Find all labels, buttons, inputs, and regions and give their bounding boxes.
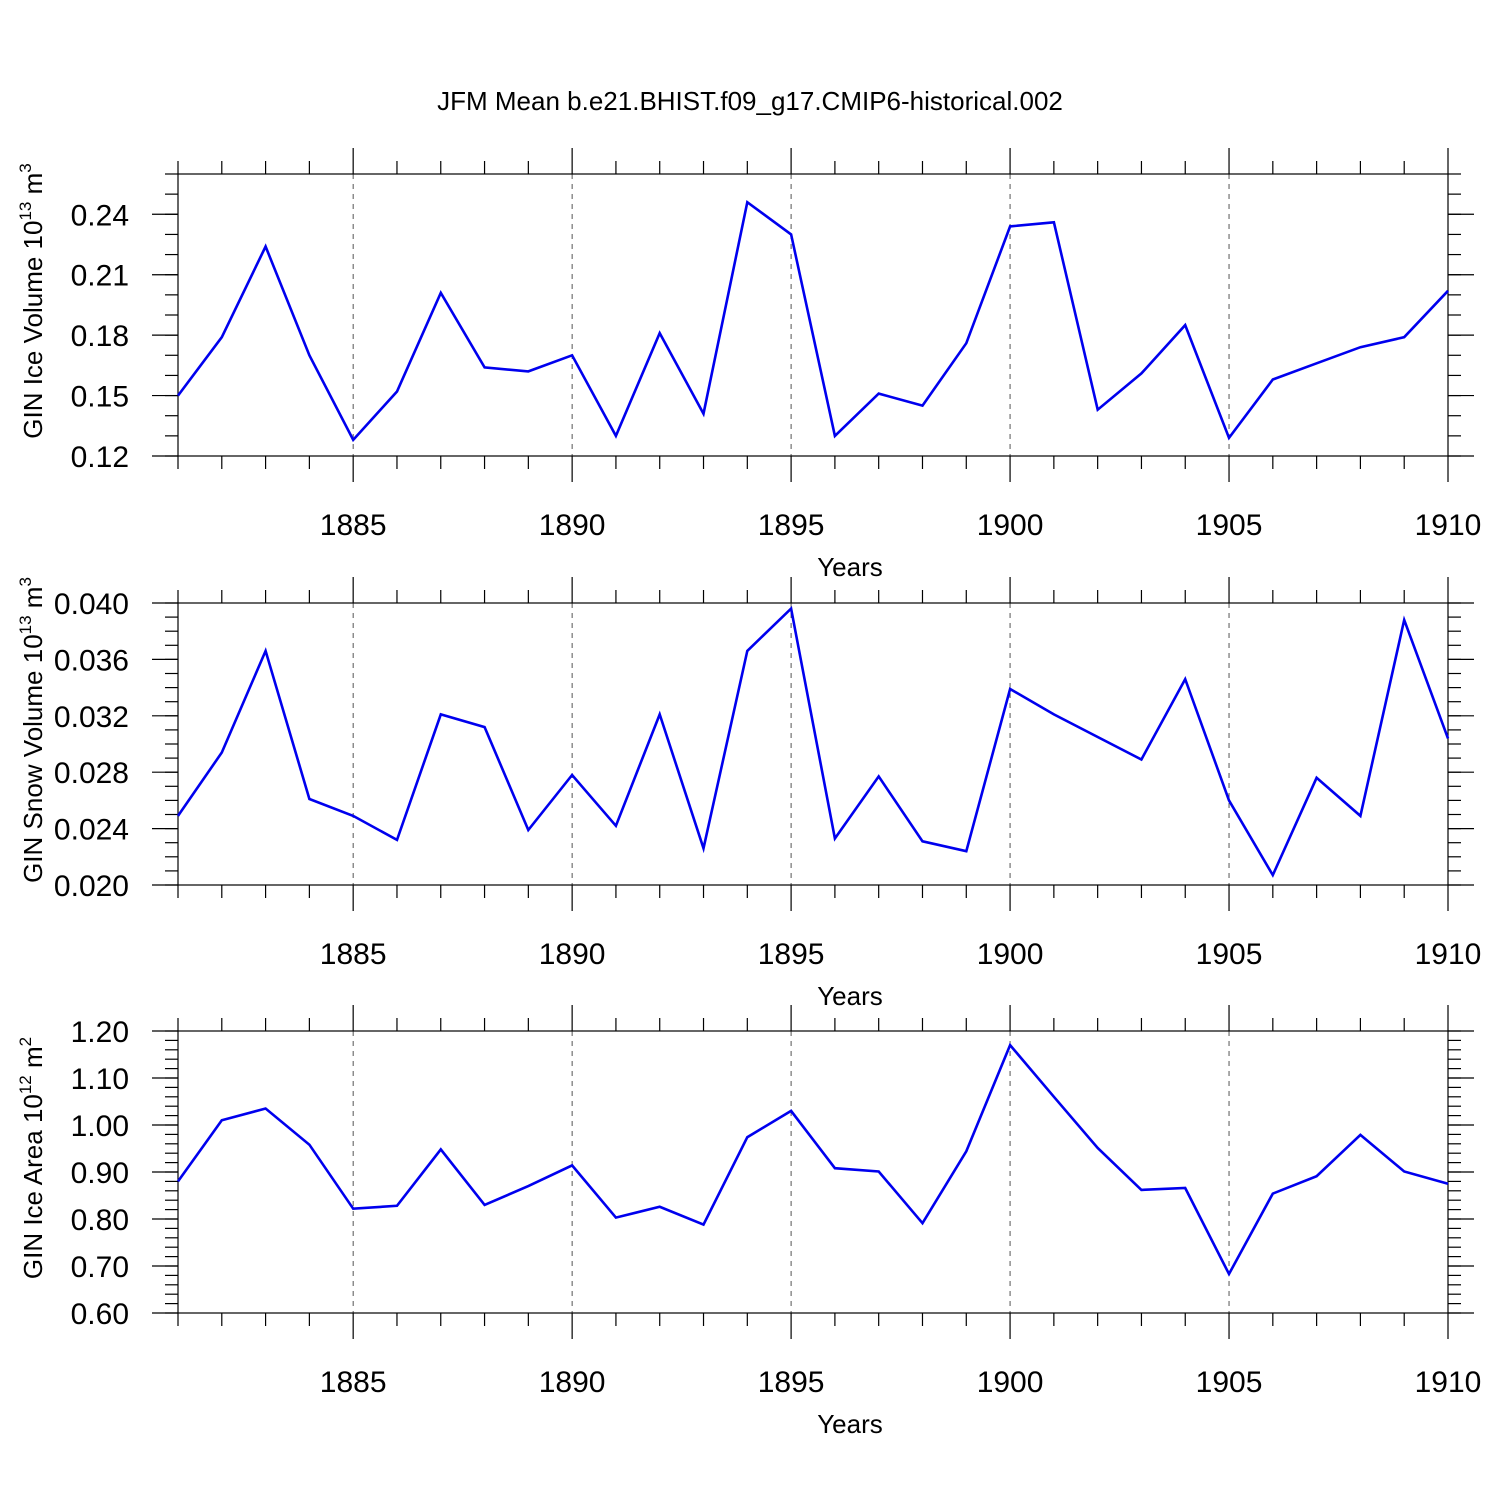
y-tick-label: 0.036 xyxy=(54,644,129,677)
x-tick-label: 1895 xyxy=(758,1366,825,1399)
y-tick-label: 0.70 xyxy=(71,1251,129,1284)
plot-frame xyxy=(177,173,1449,457)
panels: 1885 1890 1895 1900 1905 1910 0.12 0.15 0.18 0.21… xyxy=(16,148,1481,1439)
series-line xyxy=(176,1042,1449,1277)
y-axis-label: GIN Snow Volume 1013 m3 xyxy=(16,577,48,883)
x-tick-label: 1885 xyxy=(320,509,387,542)
x-tick-label: 1890 xyxy=(539,938,606,971)
y-tick-label: 0.80 xyxy=(71,1204,129,1237)
x-tick-label: 1905 xyxy=(1196,938,1263,971)
y-tick-label: 0.90 xyxy=(71,1157,129,1190)
y-tick-label: 1.10 xyxy=(71,1063,129,1096)
y-tick-label: 1.20 xyxy=(71,1016,129,1049)
x-axis-label: Years xyxy=(817,552,883,582)
series-line xyxy=(176,605,1450,878)
x-tick-label: 1885 xyxy=(320,1366,387,1399)
x-tick-label: 1895 xyxy=(758,938,825,971)
y-tick-label: 0.028 xyxy=(54,757,129,790)
panel-3: 1885 1890 1895 1900 1905 1910 0.60 0.70 0.80 0.90… xyxy=(16,1005,1481,1439)
x-tick-label: 1890 xyxy=(539,509,606,542)
y-axis-label: GIN Ice Area 1012 m2 xyxy=(16,1037,48,1279)
y-tick-label: 0.024 xyxy=(54,814,129,847)
figure-title: JFM Mean b.e21.BHIST.f09_g17.CMIP6-histo… xyxy=(437,86,1063,116)
y-tick-label: 0.60 xyxy=(71,1298,129,1331)
y-tick-label: 0.15 xyxy=(71,381,129,414)
x-tick-label: 1900 xyxy=(977,1366,1044,1399)
panel-1: 1885 1890 1895 1900 1905 1910 0.12 0.15 0.18 0.21… xyxy=(16,148,1481,582)
x-tick-label: 1900 xyxy=(977,938,1044,971)
y-tick-label: 0.21 xyxy=(71,260,129,293)
x-tick-label: 1885 xyxy=(320,938,387,971)
plot-frame xyxy=(177,1030,1449,1314)
y-tick-label: 0.020 xyxy=(54,870,129,903)
x-axis-label: Years xyxy=(817,1409,883,1439)
y-tick-label: 0.24 xyxy=(71,199,129,232)
plot-frame xyxy=(177,602,1449,886)
x-tick-label: 1895 xyxy=(758,509,825,542)
panel-2: 1885 1890 1895 1900 1905 1910 0.020 0.024 0.028 0… xyxy=(16,577,1481,1011)
y-axis-label: GIN Ice Volume 1013 m3 xyxy=(16,163,48,439)
x-tick-label: 1910 xyxy=(1415,938,1482,971)
y-tick-label: 0.12 xyxy=(71,441,129,474)
y-tick-label: 1.00 xyxy=(71,1110,129,1143)
y-tick-label: 0.040 xyxy=(54,588,129,621)
x-tick-label: 1890 xyxy=(539,1366,606,1399)
x-tick-label: 1910 xyxy=(1415,1366,1482,1399)
x-tick-label: 1900 xyxy=(977,509,1044,542)
x-axis-label: Years xyxy=(817,981,883,1011)
y-tick-label: 0.032 xyxy=(54,701,129,734)
x-tick-label: 1910 xyxy=(1415,509,1482,542)
x-tick-label: 1905 xyxy=(1196,509,1263,542)
x-tick-label: 1905 xyxy=(1196,1366,1263,1399)
series-line xyxy=(176,199,1449,443)
y-tick-label: 0.18 xyxy=(71,320,129,353)
